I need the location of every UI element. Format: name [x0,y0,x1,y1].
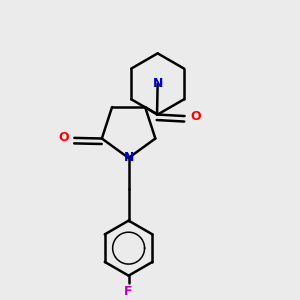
Text: N: N [123,152,134,164]
Text: N: N [152,77,163,90]
Text: F: F [124,285,133,298]
Text: O: O [58,131,69,144]
Text: O: O [190,110,201,122]
